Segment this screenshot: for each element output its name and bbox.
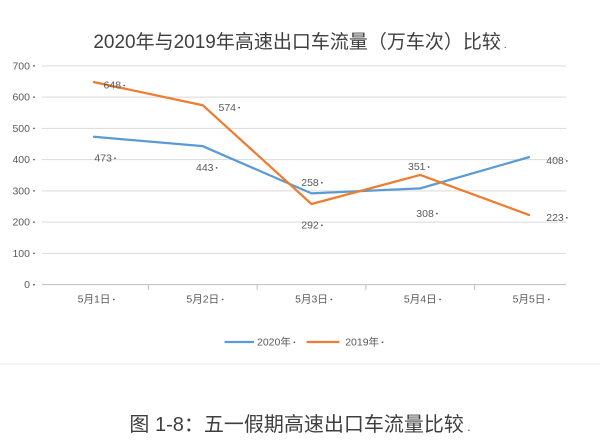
svg-text:223: 223 [546,212,564,224]
svg-text:408: 408 [546,155,564,167]
svg-text:200: 200 [12,217,30,229]
svg-text:5月2日: 5月2日 [186,294,219,306]
svg-text:351: 351 [408,161,426,173]
svg-text:500: 500 [12,123,30,135]
svg-text:648: 648 [104,80,122,92]
svg-text:5月5日: 5月5日 [513,294,546,306]
svg-text:2019年: 2019年 [345,336,379,349]
svg-text:5月1日: 5月1日 [78,294,111,306]
svg-text:5月4日: 5月4日 [404,294,437,306]
svg-text:443: 443 [196,162,214,174]
svg-text:600: 600 [12,92,30,104]
svg-text:100: 100 [12,248,30,260]
svg-text:258: 258 [301,177,319,189]
svg-text:473: 473 [94,153,112,165]
svg-text:0: 0 [24,279,30,291]
svg-text:574: 574 [218,102,236,114]
svg-text:400: 400 [12,154,30,166]
svg-text:2020年: 2020年 [257,336,291,349]
svg-text:5月3日: 5月3日 [295,294,328,306]
svg-text:300: 300 [12,185,30,197]
svg-text:308: 308 [416,208,434,220]
svg-text:292: 292 [301,219,319,231]
svg-text:700: 700 [12,60,30,72]
